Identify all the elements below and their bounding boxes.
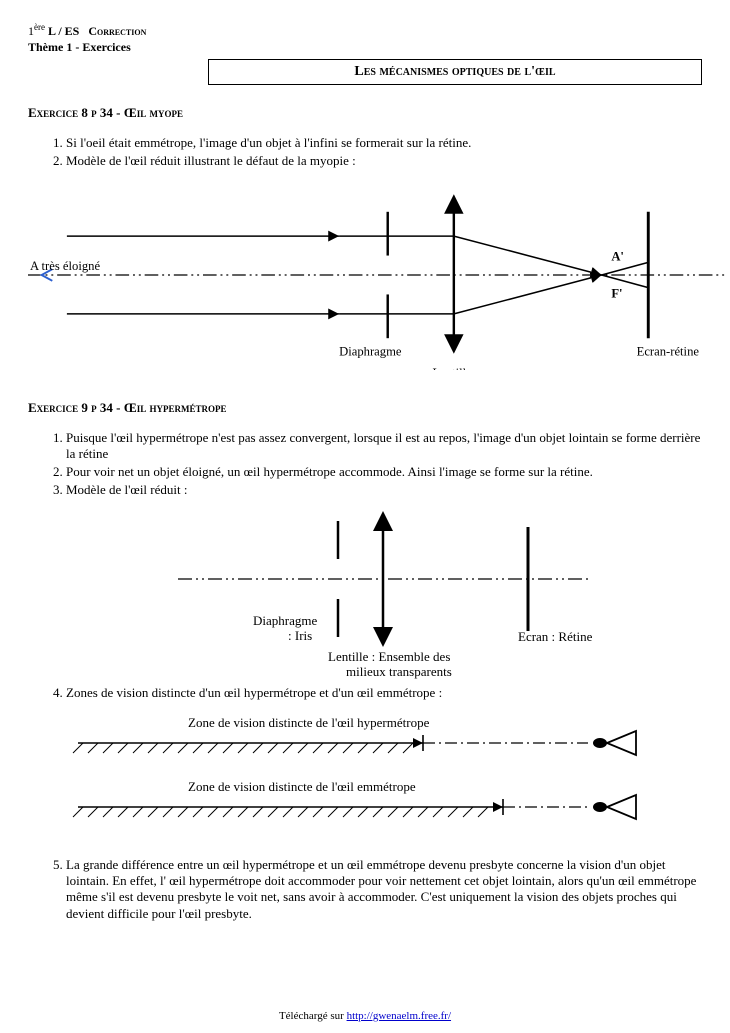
ex9-heading: Exercice 9 p 34 - Œil hypermétrope [28, 400, 702, 416]
header-line-1: 1ère L / ES Correction [28, 22, 702, 39]
ex9-item5: La grande différence entre un œil hyperm… [66, 857, 702, 922]
ex9-list-a: Puisque l'œil hypermétrope n'est pas ass… [66, 430, 702, 499]
ex8-item2: Modèle de l'œil réduit illustrant le déf… [66, 153, 702, 169]
footer-link[interactable]: http://gwenaelm.free.fr/ [347, 1010, 451, 1022]
ex9-list-b: Zones de vision distincte d'un œil hyper… [66, 685, 702, 701]
ex8-label-aprime: A' [611, 249, 624, 263]
footer: Téléchargé sur http://gwenaelm.free.fr/ [0, 1010, 730, 1022]
ex8-label-left: A très éloigné [30, 259, 101, 273]
zone-hyper-label: Zone de vision distincte de l'œil hyperm… [188, 715, 430, 730]
ex8-label-fprime: F' [611, 286, 622, 300]
level-rest: L / ES [48, 24, 79, 38]
ex9-lent2: milieux transparents [346, 664, 452, 679]
ex8-label-lentille: Lentille [432, 366, 472, 370]
ex8-label-ecran: Ecran-rétine [637, 344, 700, 358]
ex8-list: Si l'oeil était emmétrope, l'image d'un … [66, 135, 702, 170]
footer-pre: Téléchargé sur [279, 1010, 347, 1022]
level-sup: ère [34, 22, 45, 32]
ex9-zones-diagram: Zone de vision distincte de l'œil hyperm… [28, 711, 702, 855]
ex9-item3: Modèle de l'œil réduit : [66, 482, 702, 498]
zone-emme-label: Zone de vision distincte de l'œil emmétr… [188, 779, 416, 794]
ex8-diagram: A très éloigné A' F' Diaphragme Lentille… [28, 180, 702, 374]
ex9-diagram: Diaphragme : Iris Lentille : Ensemble de… [28, 509, 702, 683]
correction-label: Correction [88, 24, 146, 38]
ex8-heading: Exercice 8 p 34 - Œil myope [28, 105, 702, 121]
ex9-ecran: Ecran : Rétine [518, 629, 593, 644]
ex9-item1: Puisque l'œil hypermétrope n'est pas ass… [66, 430, 702, 463]
ex9-item2: Pour voir net un objet éloigné, un œil h… [66, 464, 702, 480]
ex8-label-diaphragme: Diaphragme [339, 344, 402, 358]
ex9-lent1: Lentille : Ensemble des [328, 649, 450, 664]
ex8-item1: Si l'oeil était emmétrope, l'image d'un … [66, 135, 702, 151]
header-theme: Thème 1 - Exercices [28, 40, 702, 55]
ex9-diaph1: Diaphragme [253, 613, 317, 628]
ex9-item4: Zones de vision distincte d'un œil hyper… [66, 685, 702, 701]
ex9-diaph2: : Iris [288, 628, 312, 643]
page-title: Les mécanismes optiques de l'œil [208, 59, 702, 85]
ex9-list-c: La grande différence entre un œil hyperm… [66, 857, 702, 922]
page: 1ère L / ES Correction Thème 1 - Exercic… [0, 0, 730, 972]
